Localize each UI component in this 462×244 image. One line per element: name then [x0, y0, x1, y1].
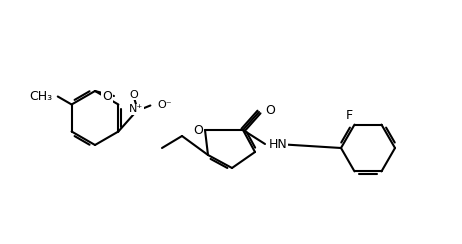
- Text: O: O: [129, 90, 138, 100]
- Text: HN: HN: [269, 138, 288, 151]
- Text: CH₃: CH₃: [30, 90, 53, 103]
- Text: N⁺: N⁺: [129, 104, 144, 114]
- Text: O: O: [193, 123, 203, 136]
- Text: O⁻: O⁻: [158, 101, 172, 111]
- Text: O: O: [102, 91, 112, 103]
- Text: O: O: [265, 103, 275, 116]
- Text: F: F: [346, 110, 353, 122]
